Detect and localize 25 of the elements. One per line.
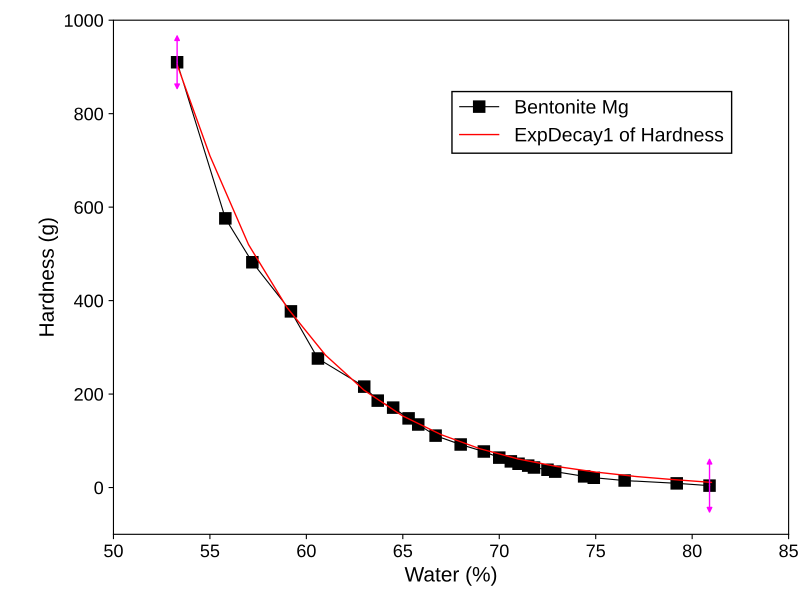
x-tick-label: 50 xyxy=(104,544,123,558)
x-tick-label: 55 xyxy=(200,544,220,558)
legend-label: ExpDecay1 of Hardness xyxy=(516,127,724,146)
legend-label: Bentonite Mg xyxy=(516,99,628,118)
x-tick-label: 80 xyxy=(682,544,702,558)
point xyxy=(246,256,259,269)
point xyxy=(588,471,600,484)
y-axis-title: Hardness (g) xyxy=(38,218,58,336)
y-tick-label: 200 xyxy=(74,388,104,401)
point xyxy=(548,465,562,478)
point xyxy=(528,461,540,474)
y-tick-label: 800 xyxy=(74,108,104,120)
y-tick-label: 400 xyxy=(74,294,104,308)
y-tick-label: 0 xyxy=(94,481,104,494)
point xyxy=(312,352,324,365)
y-tick-label: 600 xyxy=(74,201,104,214)
point xyxy=(618,474,631,487)
point xyxy=(219,212,232,225)
x-tick-label: 70 xyxy=(490,544,509,558)
x-axis-title: Water (%) xyxy=(404,566,496,586)
x-tick-label: 85 xyxy=(779,544,798,558)
x-tick-label: 65 xyxy=(394,544,412,558)
x-tick-label: 75 xyxy=(586,544,605,558)
y-tick-label: 1000 xyxy=(64,14,104,27)
x-tick-label: 60 xyxy=(297,544,316,558)
